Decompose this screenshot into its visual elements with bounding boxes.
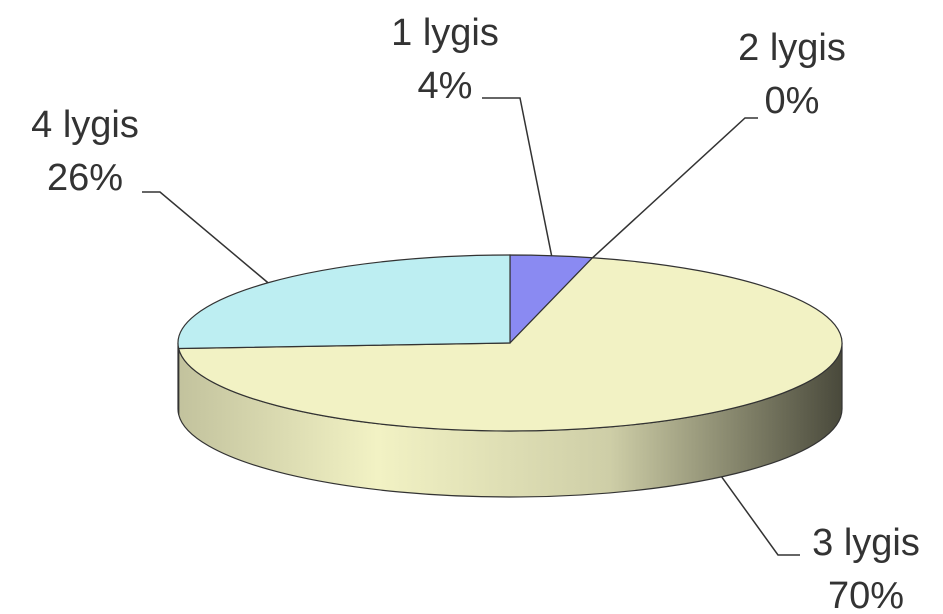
- value-label: 26%: [47, 157, 123, 199]
- leader-line: [482, 97, 553, 256]
- category-label: 4 lygis: [31, 104, 139, 146]
- leader-line: [142, 191, 269, 284]
- category-label: 3 lygis: [812, 522, 920, 564]
- value-label: 4%: [418, 65, 473, 107]
- value-label: 0%: [765, 80, 820, 122]
- slice-side: [177, 342, 180, 415]
- value-label: 70%: [828, 575, 904, 614]
- pie-slice: [177, 254, 511, 350]
- category-label: 1 lygis: [391, 12, 499, 54]
- leader-line: [592, 117, 758, 259]
- leader-line: [721, 476, 800, 556]
- pie-slice: [177, 257, 843, 432]
- category-label: 2 lygis: [738, 27, 846, 69]
